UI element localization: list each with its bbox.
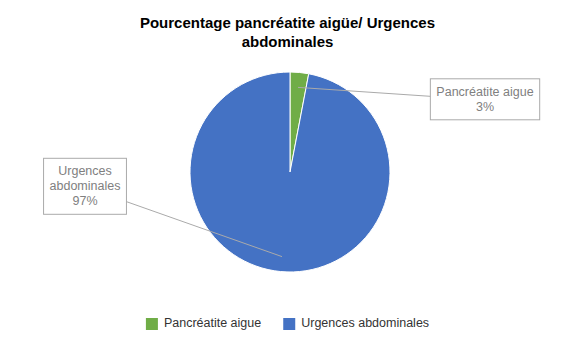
slice: [190, 72, 390, 272]
annotation: Urgencesabdominales97%: [44, 158, 282, 256]
legend: Pancréatite aigue Urgences abdominales: [146, 316, 429, 330]
title: Pourcentage pancréatite aigüe/ Urgencesa…: [140, 14, 435, 50]
annotation-text: Urgencesabdominales97%: [50, 164, 121, 208]
annotation-box: [430, 79, 539, 120]
annotation-text: Pancréatite aigue3%: [436, 85, 533, 114]
pie: [190, 72, 390, 272]
legend-label: Urgences abdominales: [301, 316, 429, 330]
legend-label: Pancréatite aigue: [164, 316, 261, 330]
annotation-box: [44, 158, 127, 214]
legend-swatch: [146, 318, 158, 330]
chart: Pourcentage pancréatite aigüe/ Urgencesa…: [0, 0, 575, 346]
legend-swatch: [283, 318, 295, 330]
annotation: Pancréatite aigue3%: [298, 79, 540, 120]
